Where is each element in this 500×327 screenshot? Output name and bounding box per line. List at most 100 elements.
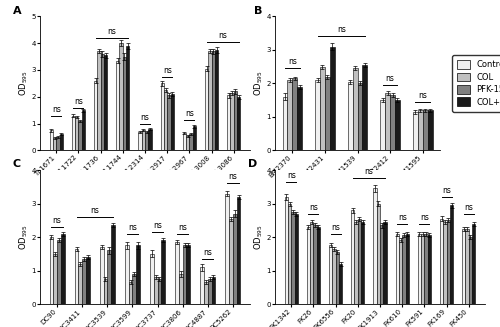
Bar (390, 95, 395, 150)
Text: ns: ns (140, 112, 149, 122)
Bar (98, 51, 100, 150)
Bar (446, 220, 450, 304)
Y-axis label: OD$_{595}$: OD$_{595}$ (18, 224, 30, 250)
Bar (186, 246, 190, 304)
Bar (212, 277, 216, 304)
Bar (314, 225, 316, 304)
Bar (230, 93, 234, 150)
Bar (78, 121, 82, 150)
Text: ns: ns (337, 26, 345, 34)
Bar (82, 110, 85, 150)
Bar (237, 97, 240, 150)
Bar (352, 68, 358, 150)
Bar (86, 257, 90, 304)
Bar (421, 234, 424, 304)
Bar (154, 277, 158, 304)
Text: ns: ns (153, 221, 162, 230)
Bar (422, 110, 428, 150)
Text: ns: ns (398, 213, 406, 222)
Bar (186, 136, 190, 150)
Bar (428, 235, 431, 304)
Y-axis label: OD$_{595}$: OD$_{595}$ (252, 71, 265, 96)
Bar (132, 274, 136, 304)
Y-axis label: OD$_{595}$: OD$_{595}$ (252, 224, 265, 250)
Bar (167, 95, 170, 150)
Text: ns: ns (128, 223, 137, 232)
Bar (424, 234, 428, 304)
Bar (75, 117, 78, 150)
Bar (208, 51, 212, 150)
Bar (472, 224, 476, 304)
Bar (351, 210, 354, 304)
Bar (380, 225, 384, 304)
Text: ns: ns (418, 91, 427, 100)
Bar (385, 94, 390, 150)
Text: ns: ns (52, 216, 62, 225)
Legend: Control, COL, PFK-158, COL+PFK-158: Control, COL, PFK-158, COL+PFK-158 (452, 55, 500, 112)
Bar (325, 77, 330, 150)
Bar (339, 264, 342, 304)
Bar (354, 222, 358, 304)
Bar (74, 249, 78, 304)
Bar (288, 80, 292, 150)
Bar (108, 250, 111, 304)
Text: ns: ns (386, 74, 394, 83)
Bar (53, 138, 56, 150)
Text: ns: ns (464, 203, 473, 212)
Bar (126, 46, 130, 150)
Bar (234, 92, 237, 150)
Bar (170, 94, 174, 150)
Bar (179, 274, 182, 304)
Bar (294, 214, 298, 304)
Bar (148, 129, 152, 150)
Text: C: C (12, 159, 21, 169)
Bar (150, 254, 154, 304)
Bar (440, 219, 444, 304)
Bar (284, 197, 288, 304)
Bar (94, 81, 98, 150)
Text: ns: ns (163, 66, 172, 75)
Bar (399, 240, 402, 304)
Text: ns: ns (288, 57, 296, 66)
Bar (82, 259, 86, 304)
Bar (413, 112, 418, 150)
Bar (332, 249, 336, 304)
Bar (466, 229, 469, 304)
Text: ns: ns (108, 27, 116, 36)
Bar (60, 134, 63, 150)
Text: B: B (254, 6, 262, 16)
Bar (200, 267, 204, 304)
Text: ns: ns (90, 206, 99, 215)
Bar (428, 110, 432, 150)
Bar (104, 55, 108, 150)
Bar (54, 254, 57, 304)
Text: D: D (248, 159, 257, 169)
Bar (358, 219, 361, 304)
Text: ns: ns (420, 213, 429, 222)
Bar (78, 264, 82, 304)
Bar (336, 252, 339, 304)
Bar (116, 60, 119, 150)
Text: ns: ns (218, 31, 227, 40)
Bar (320, 67, 325, 150)
Bar (125, 246, 128, 304)
Bar (292, 78, 297, 150)
Bar (50, 130, 53, 150)
Bar (395, 100, 400, 150)
Bar (72, 115, 75, 150)
Bar (418, 110, 422, 150)
Bar (402, 235, 406, 304)
Bar (123, 57, 126, 150)
Bar (229, 219, 233, 304)
Bar (297, 87, 302, 150)
Bar (138, 132, 141, 150)
Bar (192, 126, 196, 150)
Text: ns: ns (442, 186, 451, 195)
Bar (418, 234, 421, 304)
Bar (358, 83, 362, 150)
Bar (361, 222, 364, 304)
Bar (175, 242, 179, 304)
Text: ns: ns (331, 223, 340, 232)
Text: ns: ns (52, 105, 60, 113)
Bar (145, 132, 148, 150)
